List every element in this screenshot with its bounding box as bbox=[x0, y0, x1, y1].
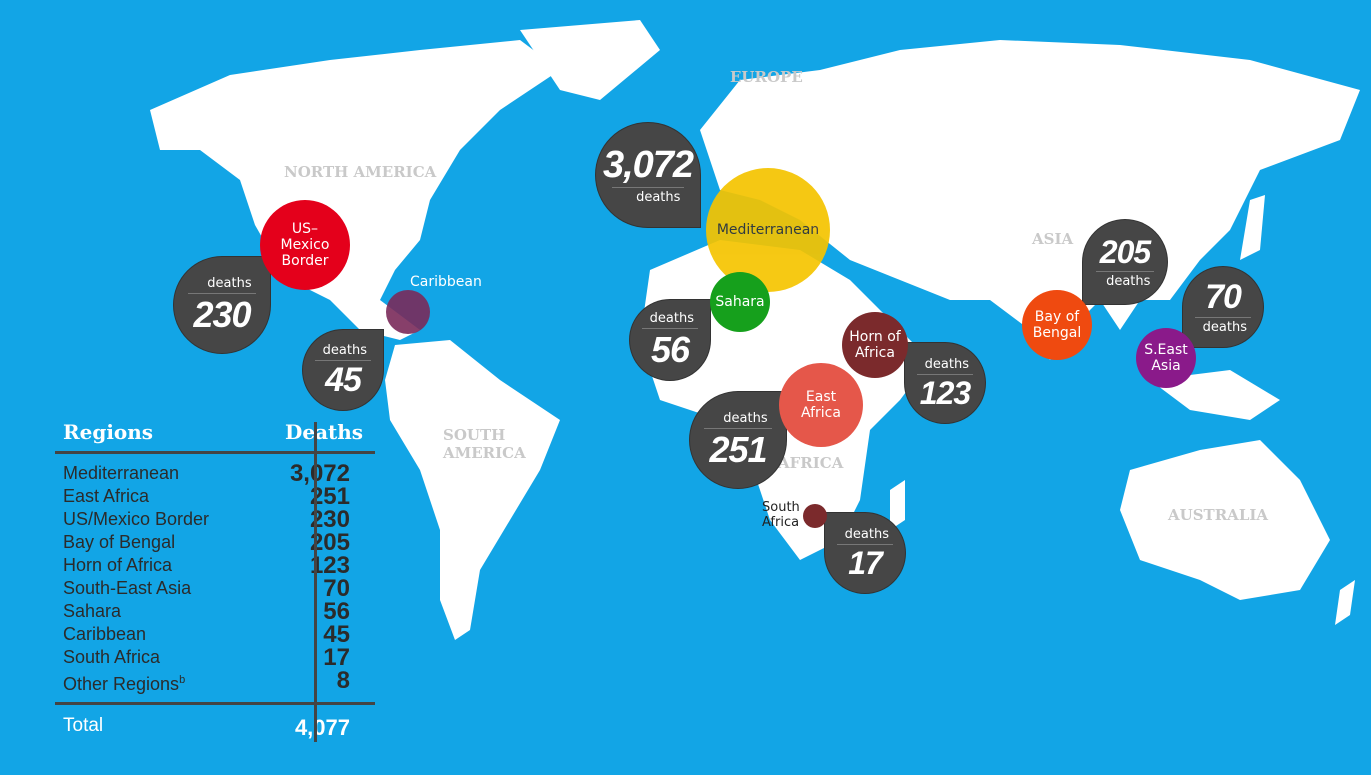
row-region: Caribbean bbox=[63, 624, 147, 644]
row-region: US/Mexico Border bbox=[63, 509, 210, 529]
row-region: Bay of Bengal bbox=[63, 532, 176, 552]
table-row: Other Regionsb 8 bbox=[55, 669, 375, 696]
label-europe: EUROPE bbox=[730, 68, 803, 86]
deaths-table: Regions Deaths Mediterranean 3,072 East Afr… bbox=[55, 420, 375, 742]
region-us-mexico: US–Mexico Border bbox=[260, 200, 350, 290]
europe-asia bbox=[700, 40, 1360, 360]
region-sahara: Sahara bbox=[710, 272, 770, 332]
bubble-south-east-asia: 70 deaths bbox=[1183, 267, 1263, 347]
row-deaths: 205 bbox=[309, 529, 350, 556]
row-deaths: 3,072 bbox=[289, 460, 350, 487]
region-caribbean-label: Caribbean bbox=[410, 274, 482, 290]
table-row: South Africa 17 bbox=[55, 644, 375, 671]
region-horn-of-africa: Horn of Africa bbox=[842, 312, 908, 378]
madagascar bbox=[890, 480, 905, 530]
table-row: Bay of Bengal 205 bbox=[55, 529, 375, 556]
region-east-africa: East Africa bbox=[779, 363, 863, 447]
region-caribbean-dot bbox=[386, 290, 430, 334]
north-america bbox=[150, 40, 560, 340]
bubble-us-mexico: deaths 230 bbox=[174, 257, 270, 353]
region-mediterranean: Mediterranean bbox=[706, 168, 830, 292]
label-australia: AUSTRALIA bbox=[1168, 506, 1269, 524]
region-south-east-asia: S.East Asia bbox=[1136, 328, 1196, 388]
row-region: Other Regionsb bbox=[63, 674, 186, 694]
table-row: Caribbean 45 bbox=[55, 621, 375, 648]
bubble-horn-of-africa: deaths 123 bbox=[905, 343, 985, 423]
table-row: Mediterranean 3,072 bbox=[55, 460, 375, 487]
row-deaths: 8 bbox=[336, 667, 350, 694]
row-deaths: 251 bbox=[309, 483, 350, 510]
australia bbox=[1120, 440, 1330, 600]
table-row: Horn of Africa 123 bbox=[55, 552, 375, 579]
bubble-south-africa: deaths 17 bbox=[825, 513, 905, 593]
row-deaths: 45 bbox=[323, 621, 350, 648]
header-deaths: Deaths bbox=[285, 420, 364, 444]
row-deaths: 56 bbox=[323, 598, 350, 625]
row-region: South Africa bbox=[63, 647, 161, 667]
row-deaths: 17 bbox=[323, 644, 350, 671]
bubble-caribbean: deaths 45 bbox=[303, 330, 383, 410]
region-south-africa-dot bbox=[803, 504, 827, 528]
row-region: South-East Asia bbox=[63, 578, 192, 598]
south-america bbox=[385, 340, 560, 640]
row-region: Sahara bbox=[63, 601, 122, 621]
row-region: East Africa bbox=[63, 486, 150, 506]
bubble-mediterranean: 3,072 deaths bbox=[596, 123, 700, 227]
total-label: Total bbox=[63, 715, 104, 736]
region-south-africa-label: South Africa bbox=[762, 500, 800, 530]
region-bay-of-bengal: Bay of Bengal bbox=[1022, 290, 1092, 360]
label-north-america: NORTH AMERICA bbox=[284, 163, 437, 181]
label-africa: AFRICA bbox=[778, 454, 844, 472]
table-row: East Africa 251 bbox=[55, 483, 375, 510]
row-deaths: 70 bbox=[323, 575, 350, 602]
label-asia: ASIA bbox=[1032, 230, 1074, 248]
table-row: Sahara 56 bbox=[55, 598, 375, 625]
table-row: South-East Asia 70 bbox=[55, 575, 375, 602]
row-region: Horn of Africa bbox=[63, 555, 173, 575]
bubble-sahara: deaths 56 bbox=[630, 300, 710, 380]
row-deaths: 230 bbox=[309, 506, 350, 533]
header-regions: Regions bbox=[63, 420, 154, 444]
label-south-america: SOUTH AMERICA bbox=[443, 426, 526, 462]
table-row: US/Mexico Border 230 bbox=[55, 506, 375, 533]
new-zealand bbox=[1335, 580, 1355, 625]
greenland bbox=[520, 20, 660, 100]
japan bbox=[1240, 195, 1265, 260]
table-divider bbox=[314, 422, 317, 742]
bubble-east-africa: deaths 251 bbox=[690, 392, 786, 488]
footnote-marker: b bbox=[179, 674, 186, 686]
bubble-bay-of-bengal: 205 deaths bbox=[1083, 220, 1167, 304]
total-value: 4,077 bbox=[294, 715, 350, 740]
row-deaths: 123 bbox=[309, 552, 350, 579]
row-region: Mediterranean bbox=[63, 463, 180, 483]
